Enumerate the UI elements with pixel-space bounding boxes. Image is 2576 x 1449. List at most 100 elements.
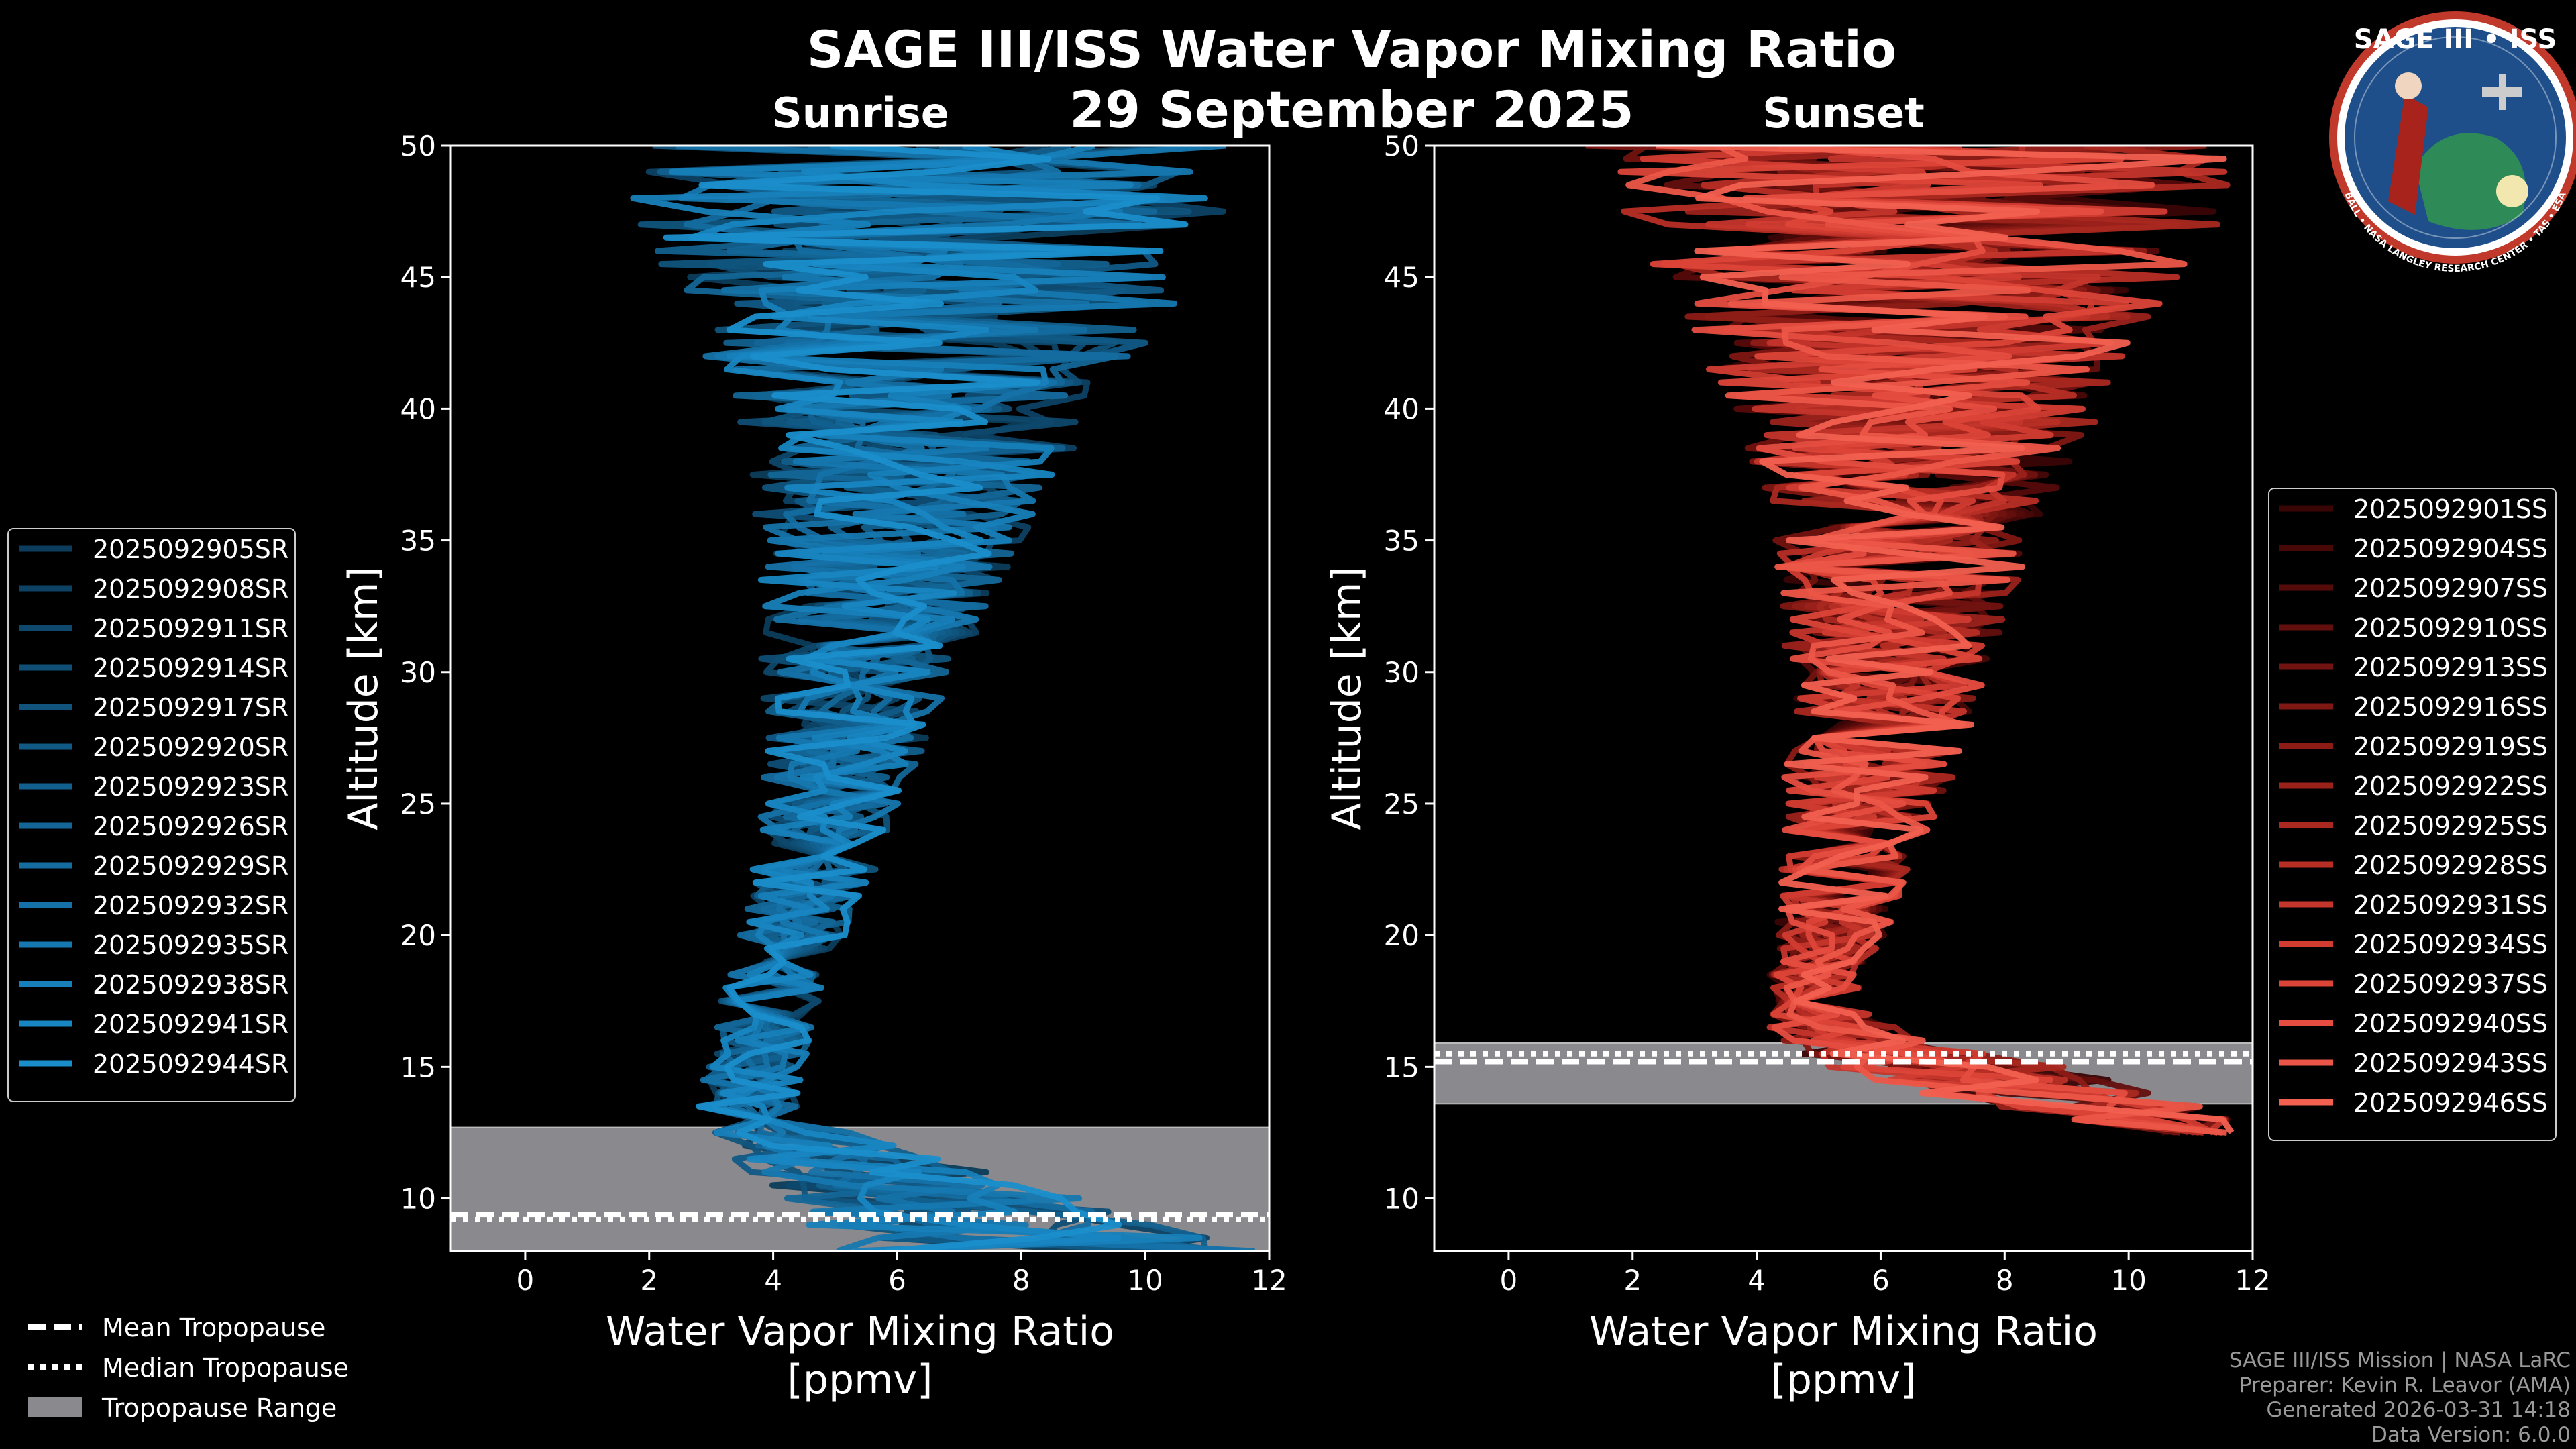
profile-line-2025092932SR [676, 146, 1255, 1251]
sunset-x-tick-label: 10 [2110, 1264, 2146, 1297]
astronomer-figure-icon [2388, 94, 2428, 215]
sunset-x-tick-label: 4 [1748, 1264, 1766, 1297]
credit-generated: Generated 2026-03-31 14:18 [2266, 1398, 2571, 1422]
sunrise-axes-frame [449, 144, 1271, 1252]
sunset-axes-frame [1433, 144, 2254, 1252]
sunset-x-tick-label: 8 [1996, 1264, 2014, 1297]
sunrise-x-tick-label: 6 [888, 1264, 906, 1297]
sunrise-x-axis-label: Water Vapor Mixing Ratio [606, 1308, 1114, 1355]
sun-icon [2496, 175, 2528, 207]
sunrise-legend: 2025092905SR 2025092908SR 2025092911SR 2025… [7, 528, 296, 1102]
legend-label-2025092923SR: 2025092923SR [93, 772, 288, 802]
legend-label-2025092943SS: 2025092943SS [2353, 1049, 2548, 1078]
legend-label-2025092917SR: 2025092917SR [93, 693, 288, 722]
legend-label-2025092916SS: 2025092916SS [2353, 692, 2548, 722]
legend-label-2025092910SS: 2025092910SS [2353, 613, 2548, 643]
legend-label-2025092907SS: 2025092907SS [2353, 574, 2548, 603]
sunset-y-tick-label: 30 [1384, 656, 1419, 689]
sunset-y-tick-label: 50 [1384, 129, 1419, 162]
sunset-x-axis-label: [ppmv] [1771, 1356, 1917, 1403]
sunset-y-tick-label: 15 [1384, 1051, 1419, 1083]
credit-preparer: Preparer: Kevin R. Leavor (AMA) [2239, 1373, 2571, 1397]
sunrise-y-tick-label: 10 [400, 1183, 436, 1216]
figure-date: 29 September 2025 [1069, 80, 1633, 140]
sunrise-y-tick-label: 30 [400, 656, 436, 689]
legend-label-2025092904SS: 2025092904SS [2353, 534, 2548, 564]
profile-line-2025092935SR [678, 146, 1227, 1251]
sunset-y-tick-label: 45 [1384, 261, 1419, 294]
sunset-panel-title: Sunset [1762, 89, 1925, 138]
profile-line-2025092944SR [663, 146, 1189, 1251]
sunrise-y-axis-label: Altitude [km] [340, 566, 387, 830]
sunset-plot-area [1434, 146, 2253, 1136]
legend-label-2025092919SS: 2025092919SS [2353, 732, 2548, 761]
legend-label-2025092937SS: 2025092937SS [2353, 969, 2548, 999]
credit-mission: SAGE III/ISS Mission | NASA LaRC [2229, 1348, 2571, 1373]
sunset-legend-frame [2268, 488, 2557, 1141]
sunrise-y-tick-label: 50 [400, 129, 436, 162]
tropopause-range-label: Tropopause Range [101, 1393, 337, 1423]
legend-label-2025092944SR: 2025092944SR [93, 1049, 288, 1079]
sunrise-x-tick-label: 4 [764, 1264, 782, 1297]
legend-label-2025092911SR: 2025092911SR [93, 614, 288, 643]
legend-label-2025092905SR: 2025092905SR [93, 535, 288, 564]
sunset-legend: 2025092901SS 2025092904SS 2025092907SS 2025… [2268, 488, 2557, 1141]
legend-label-2025092908SR: 2025092908SR [93, 574, 288, 604]
figure-title: SAGE III/ISS Water Vapor Mixing Ratio [807, 19, 1897, 79]
profile-line-2025092920SR [706, 146, 1203, 1251]
legend-label-2025092901SS: 2025092901SS [2353, 494, 2548, 524]
sage-iii-iss-logo: SAGE III • ISS BALL • NASA LANGLEY RESEA… [2329, 11, 2576, 274]
sunset-x-tick-label: 2 [1623, 1264, 1642, 1297]
profile-line-2025092938SR [630, 146, 1203, 1251]
sunrise-chart: 0 2 4 6 8 10 12 10 15 20 25 30 35 40 45 50 Water Vapor M… [7, 129, 1287, 1403]
sunset-y-tick-label: 20 [1384, 919, 1419, 952]
sunrise-panel-title: Sunrise [772, 89, 949, 138]
legend-label-2025092914SR: 2025092914SR [93, 653, 288, 683]
legend-label-2025092940SS: 2025092940SS [2353, 1009, 2548, 1038]
legend-label-2025092920SR: 2025092920SR [93, 733, 288, 762]
sunset-y-tick-label: 25 [1384, 788, 1419, 820]
sunrise-x-tick-label: 10 [1127, 1264, 1163, 1297]
logo-inner-border [2354, 36, 2557, 239]
legend-label-2025092925SS: 2025092925SS [2353, 811, 2548, 841]
legend-label-2025092941SR: 2025092941SR [93, 1010, 288, 1039]
credit-version: Data Version: 6.0.0 [2371, 1423, 2571, 1447]
mean-tropopause-label: Mean Tropopause [102, 1313, 325, 1342]
sunset-y-tick-label: 35 [1384, 525, 1419, 557]
sunset-x-tick-label: 12 [2235, 1264, 2270, 1297]
legend-label-2025092929SR: 2025092929SR [93, 851, 288, 881]
sunrise-y-tick-label: 45 [400, 261, 436, 294]
sunrise-plot-area [451, 146, 1269, 1251]
sunrise-legend-frame [7, 528, 296, 1102]
iss-truss-icon [2499, 74, 2506, 110]
sunrise-y-tick-label: 20 [400, 919, 436, 952]
legend-label-2025092932SR: 2025092932SR [93, 891, 288, 920]
credits: SAGE III/ISS Mission | NASA LaRC Prepare… [2229, 1348, 2571, 1447]
tropopause-legend: Mean Tropopause Median Tropopause Tropop… [28, 1313, 349, 1423]
median-tropopause-label: Median Tropopause [102, 1353, 349, 1383]
legend-label-2025092913SS: 2025092913SS [2353, 653, 2548, 682]
sunset-chart: 0 2 4 6 8 10 12 10 15 20 25 30 35 40 45 50 Water Vapor M… [1324, 129, 2557, 1403]
sunset-y-axis-label: Altitude [km] [1324, 566, 1371, 830]
earth-icon [2415, 133, 2526, 230]
sunrise-y-tick-label: 15 [400, 1051, 436, 1083]
sunrise-x-tick-label: 8 [1012, 1264, 1030, 1297]
legend-label-2025092946SS: 2025092946SS [2353, 1088, 2548, 1118]
sunrise-x-tick-label: 0 [517, 1264, 535, 1297]
sunrise-y-tick-label: 25 [400, 788, 436, 820]
legend-label-2025092934SS: 2025092934SS [2353, 930, 2548, 959]
sunset-y-tick-label: 10 [1384, 1183, 1419, 1216]
legend-label-2025092922SS: 2025092922SS [2353, 771, 2548, 801]
profile-line-2025092946SS [1656, 146, 2235, 1134]
sunset-x-tick-label: 0 [1500, 1264, 1518, 1297]
legend-label-2025092926SR: 2025092926SR [93, 812, 288, 841]
sunset-x-axis-label: Water Vapor Mixing Ratio [1589, 1308, 2098, 1355]
sunrise-x-tick-label: 12 [1251, 1264, 1287, 1297]
legend-label-2025092935SR: 2025092935SR [93, 930, 288, 960]
legend-label-2025092938SR: 2025092938SR [93, 970, 288, 1000]
sunset-y-tick-label: 40 [1384, 392, 1419, 425]
logo-name: SAGE III • ISS [2354, 24, 2557, 55]
profile-line-2025092926SR [684, 146, 1223, 1251]
